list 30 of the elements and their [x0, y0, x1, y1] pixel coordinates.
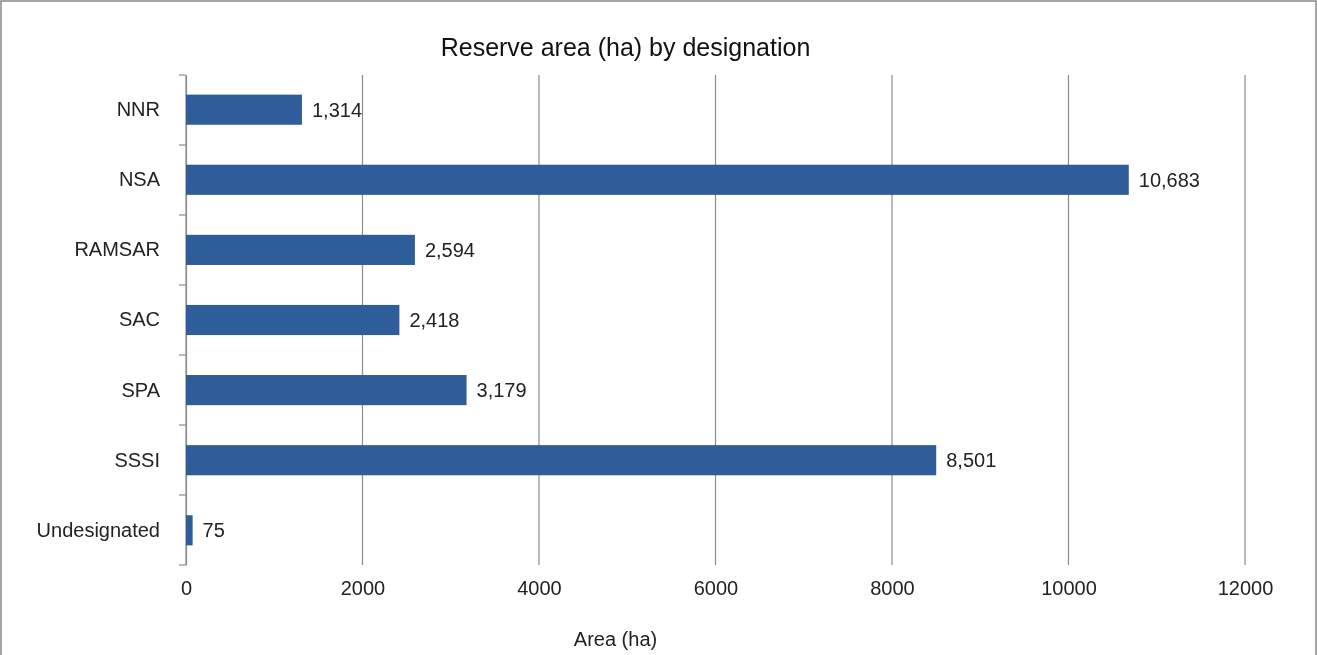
- bar: [186, 94, 302, 125]
- bar: [186, 375, 467, 406]
- bar: [186, 304, 400, 336]
- bar: [186, 515, 193, 546]
- data-label: 3,179: [476, 379, 527, 402]
- x-tick-label: 4000: [517, 577, 562, 600]
- data-label: 75: [202, 519, 225, 542]
- y-tick-label: SAC: [118, 308, 160, 331]
- y-tick-label: NSA: [118, 168, 161, 191]
- chart-title: Reserve area (ha) by designation: [440, 33, 811, 61]
- bar: [186, 234, 415, 265]
- x-tick-label: 8000: [870, 577, 915, 600]
- data-label: 1,314: [311, 98, 363, 121]
- x-tick-label: 6000: [693, 577, 739, 600]
- y-tick-label: SSSI: [114, 448, 160, 471]
- x-tick-label: 2000: [340, 577, 386, 600]
- x-tick-label: 10000: [1041, 577, 1097, 600]
- y-tick-label: SPA: [121, 378, 161, 401]
- y-tick-label: Undesignated: [36, 518, 160, 541]
- data-label: 2,594: [424, 238, 475, 261]
- bar: [186, 445, 937, 476]
- x-tick-label: 0: [180, 577, 193, 600]
- y-tick-label: NNR: [116, 98, 160, 121]
- data-label: 2,418: [409, 309, 460, 331]
- y-tick-label: RAMSAR: [74, 238, 160, 261]
- data-label: 8,501: [946, 449, 997, 472]
- x-tick-label: 12000: [1217, 577, 1274, 600]
- x-axis-title: Area (ha): [573, 628, 658, 650]
- data-label: 10,683: [1138, 168, 1200, 191]
- bar: [186, 164, 1129, 195]
